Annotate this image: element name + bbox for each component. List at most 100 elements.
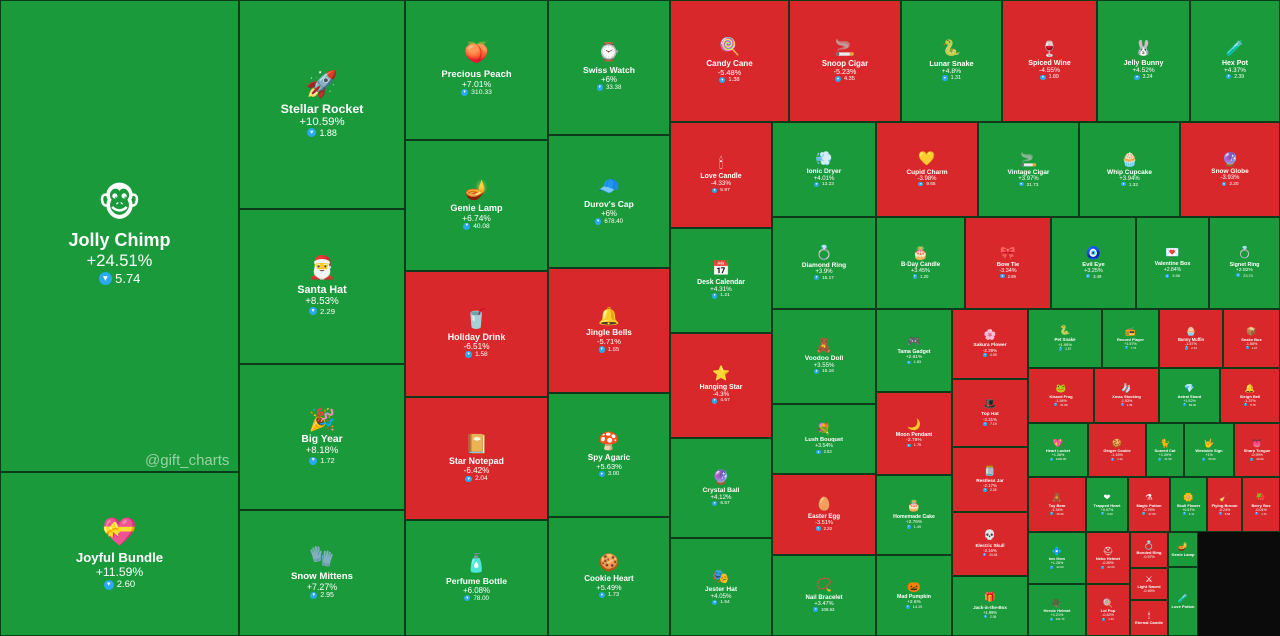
treemap-tile[interactable]: 🪔 Genie Lamp +6.74% ▾ 40.08: [405, 140, 548, 271]
treemap-tile[interactable]: 💍 Diamond Ring +3.9% ▾ 15.17: [772, 217, 876, 309]
treemap-tile[interactable]: 🎭 Jester Hat +4.05% ▾ 1.54: [670, 538, 772, 636]
treemap-tile[interactable]: 🎂 Homemade Cake +2.76% ▾ 1.49: [876, 475, 952, 555]
treemap-tile[interactable]: 🚬 Vintage Cigar +3.97% ▾ 21.73: [978, 122, 1079, 217]
treemap-tile[interactable]: ⚗ Magic Potion -0.75% ▾ 47.50: [1128, 477, 1170, 532]
treemap-tile[interactable]: 🌼 Skull Flower +0.67% ▾ 3.11: [1170, 477, 1207, 532]
ton-icon: ▾: [1182, 512, 1186, 516]
treemap-tile[interactable]: 🫙 Restless Jar -2.17% ▾ 2.26: [952, 447, 1028, 512]
treemap-tile[interactable]: 📿 Nail Bracelet +3.47% ▾ 108.63: [772, 555, 876, 636]
treemap-tile[interactable]: 💨 Ionic Dryer +4.01% ▾ 13.23: [772, 122, 876, 217]
treemap-tile[interactable]: 🧿 Evil Eye +3.25% ▾ 3.49: [1051, 217, 1136, 309]
treemap-tile[interactable]: 🍭 Lol Pop -0.82% ▾ 1.43: [1086, 584, 1130, 636]
ton-icon: ▾: [906, 359, 911, 365]
treemap-tile[interactable]: 🚬 Snoop Cigar -5.23% ▾ 4.35: [789, 0, 901, 122]
treemap-tile[interactable]: 🎅 Santa Hat +8.53% ▾ 2.29: [239, 209, 405, 364]
treemap-tile[interactable]: 🧁 Bunny Muffin -1.57% ▾ 2.13: [1159, 309, 1223, 368]
treemap-tile[interactable]: 🔔 Jingle Bells -5.71% ▾ 1.65: [548, 268, 670, 393]
ton-icon: ▾: [814, 369, 820, 375]
treemap-tile[interactable]: 🍭 Candy Cane -5.48% ▾ 1.38: [670, 0, 789, 122]
treemap-tile[interactable]: 💠 Ion Gem +1.26% ▾ 42.00: [1028, 532, 1086, 584]
treemap-tile[interactable]: 👅 Sharp Tongue -0.99% ▾ 20.00: [1234, 423, 1280, 477]
treemap-tile[interactable]: 🐍 Pet Snake +1.95% ▾ 1.57: [1028, 309, 1102, 368]
treemap-tile[interactable]: 🎉 Big Year +8.18% ▾ 1.72: [239, 364, 405, 510]
treemap-tile[interactable]: 🔔 Sleigh Bell -1.37% ▾ 5.75: [1220, 368, 1280, 423]
treemap-tile[interactable]: 🧹 Flying Broom -0.24% ▾ 5.63: [1207, 477, 1242, 532]
gift-icon: 🐸: [1055, 383, 1067, 394]
treemap-tile[interactable]: 💐 Lush Bouquet +3.54% ▾ 2.63: [772, 404, 876, 474]
ton-icon: ▾: [712, 293, 718, 299]
treemap-tile[interactable]: 🍓 Berry Box -0.01% ▾ 1.71: [1242, 477, 1280, 532]
treemap-tile[interactable]: 🎃 Mad Pumpkin +2.6% ▾ 14.19: [876, 555, 952, 636]
tile-price: ▾ 101.70: [1049, 617, 1065, 622]
treemap-tile[interactable]: 🍷 Spiced Wine -4.55% ▾ 1.89: [1002, 0, 1097, 122]
tile-name: Whip Cupcake: [1107, 168, 1152, 176]
treemap-tile[interactable]: 💀 Electric Skull -2.16% ▾ 24.44: [952, 512, 1028, 576]
treemap-tile[interactable]: 🧁 Whip Cupcake +3.94% ▾ 1.32: [1079, 122, 1180, 217]
tile-change: +1.21%: [1050, 613, 1064, 618]
treemap-tile[interactable]: 💎 Astral Shard +1.52% ▾ 69.00: [1159, 368, 1220, 423]
treemap-tile[interactable]: 📅 Desk Calendar +4.31% ▾ 1.21: [670, 228, 772, 333]
treemap-tile[interactable]: 💛 Cupid Charm -3.98% ▾ 9.65: [876, 122, 978, 217]
treemap-tile[interactable]: 🔮 Crystal Ball +4.12% ▾ 6.57: [670, 438, 772, 538]
treemap-tile[interactable]: 🐰 Jelly Bunny +4.52% ▾ 3.24: [1097, 0, 1190, 122]
treemap-tile[interactable]: 🌸 Sakura Flower -2.39% ▾ 4.09: [952, 309, 1028, 379]
treemap-tile[interactable]: ⌚ Swiss Watch +6% ▾ 33.38: [548, 0, 670, 135]
tile-name: Valentine Box: [1154, 261, 1191, 268]
tile-change: +4.52%: [1132, 67, 1155, 75]
treemap-tile[interactable]: 🐸 Kissed Frog -1.54% ▾ 61.89: [1028, 368, 1094, 423]
treemap-tile[interactable]: 🤟 Westside Sign +1% ▾ 56.66: [1184, 423, 1234, 477]
treemap-tile[interactable]: 🐍 Lunar Snake +4.8% ▾ 1.31: [901, 0, 1002, 122]
treemap-tile[interactable]: ❤ Trapped Heart +0.97% ▾ 5.00: [1086, 477, 1128, 532]
treemap-tile[interactable]: 🐵 Jolly Chimp +24.51% ▾ 5.74: [0, 0, 239, 472]
treemap-tile[interactable]: 🥤 Holiday Drink -6.51% ▾ 1.58: [405, 271, 548, 397]
treemap-tile[interactable]: 🧢 Durov's Cap +6% ▾ 678.40: [548, 135, 670, 268]
treemap-tile[interactable]: 📔 Star Notepad -6.42% ▾ 2.04: [405, 397, 548, 520]
gift-icon: 🧿: [1085, 246, 1102, 261]
treemap-tile[interactable]: 💖 Heart Locket +1.36% ▾ 1000.00: [1028, 423, 1088, 477]
treemap-tile[interactable]: 🍑 Precious Peach +7.01% ▾ 310.33: [405, 0, 548, 140]
treemap-tile[interactable]: 🧪 Love Potion: [1168, 567, 1198, 636]
treemap-tile[interactable]: 🧸 Voodoo Doll +3.55% ▾ 15.16: [772, 309, 876, 404]
ton-icon: ▾: [982, 552, 987, 557]
treemap-tile[interactable]: 🌙 Moon Pendant -2.78% ▾ 1.75: [876, 392, 952, 475]
treemap-tile[interactable]: 🕯 Love Candle -4.33% ▾ 5.97: [670, 122, 772, 228]
treemap-tile[interactable]: 💌 Valentine Box +2.84% ▾ 3.98: [1136, 217, 1209, 309]
treemap-tile[interactable]: 🎮 Tama Gadget +2.81% ▾ 1.83: [876, 309, 952, 392]
treemap-tile[interactable]: 🎀 Bow Tie -3.34% ▾ 2.89: [965, 217, 1051, 309]
treemap-tile[interactable]: 🎩 Top Hat -2.31% ▾ 7.19: [952, 379, 1028, 447]
treemap-tile[interactable]: 🧪 Hex Pot +4.37% ▾ 2.39: [1190, 0, 1280, 122]
treemap-tile[interactable]: ⚔ Light Sword -0.46%: [1130, 568, 1168, 600]
treemap-tile[interactable]: 🎁 Jack-in-the-Box +1.99% ▾ 2.05: [952, 576, 1028, 636]
treemap-tile[interactable]: 🍪 Cookie Heart +5.49% ▾ 1.73: [548, 517, 670, 636]
treemap-tile[interactable]: 💝 Joyful Bundle +11.59% ▾ 2.60: [0, 472, 239, 636]
gift-icon: 🐵: [97, 182, 142, 225]
treemap-tile[interactable]: 🧦 Xmas Stocking -1.53% ▾ 1.39: [1094, 368, 1159, 423]
gift-icon: ⚗: [1145, 492, 1153, 503]
treemap-tile[interactable]: ⭐ Hanging Star -4.3% ▾ 4.67: [670, 333, 772, 438]
treemap-tile[interactable]: 🪔 Genie Lamp: [1168, 532, 1198, 567]
gift-icon: 🧤: [309, 546, 335, 569]
treemap-tile[interactable]: 🕯 Eternal Candle: [1130, 600, 1168, 636]
treemap-tile[interactable]: 🪖 Heroic Helmet +1.21% ▾ 101.70: [1028, 584, 1086, 636]
treemap-tile[interactable]: 🧸 Toy Bear -1.34% ▾ 16.66: [1028, 477, 1086, 532]
tile-change: -1.34%: [1051, 507, 1063, 512]
treemap-tile[interactable]: 💍 Bonded Ring -0.57%: [1130, 532, 1168, 568]
treemap-tile[interactable]: 🔮 Snow Globe -3.93% ▾ 2.20: [1180, 122, 1280, 217]
treemap-tile[interactable]: ⛑ Neko Helmet -0.89% ▾ 22.00: [1086, 532, 1130, 584]
treemap-tile[interactable]: 💍 Signet Ring +2.82% ▾ 23.74: [1209, 217, 1280, 309]
treemap-tile[interactable]: 🧤 Snow Mittens +7.27% ▾ 2.95: [239, 510, 405, 636]
treemap-tile[interactable]: 🍄 Spy Agaric +5.63% ▾ 3.00: [548, 393, 670, 517]
treemap-tile[interactable]: 🐈 Scared Cat +1.09% ▾ 41.59: [1146, 423, 1184, 477]
treemap-tile[interactable]: 🚀 Stellar Rocket +10.59% ▾ 1.88: [239, 0, 405, 209]
treemap-tile[interactable]: 🎂 B-Day Candle +3.45% ▾ 1.20: [876, 217, 965, 309]
tile-change: +3.47%: [814, 600, 834, 607]
treemap-tile[interactable]: 🧴 Perfume Bottle +6.08% ▾ 78.00: [405, 520, 548, 636]
tile-price: ▾ 1.73: [598, 592, 620, 599]
treemap-tile[interactable]: 📦 Snake Box -1.55% ▾ 1.27: [1223, 309, 1280, 368]
tile-change: +8.18%: [305, 445, 339, 457]
treemap-tile[interactable]: 📻 Record Player +1.57% ▾ 7.74: [1102, 309, 1159, 368]
treemap-tile[interactable]: 🍪 Ginger Cookie -1.15% ▾ 1.12: [1088, 423, 1146, 477]
tile-price: ▾ 1.12: [1111, 457, 1123, 462]
treemap-tile[interactable]: 🥚 Easter Egg -3.51% ▾ 2.20: [772, 474, 876, 555]
ton-icon: ▾: [1255, 512, 1259, 516]
